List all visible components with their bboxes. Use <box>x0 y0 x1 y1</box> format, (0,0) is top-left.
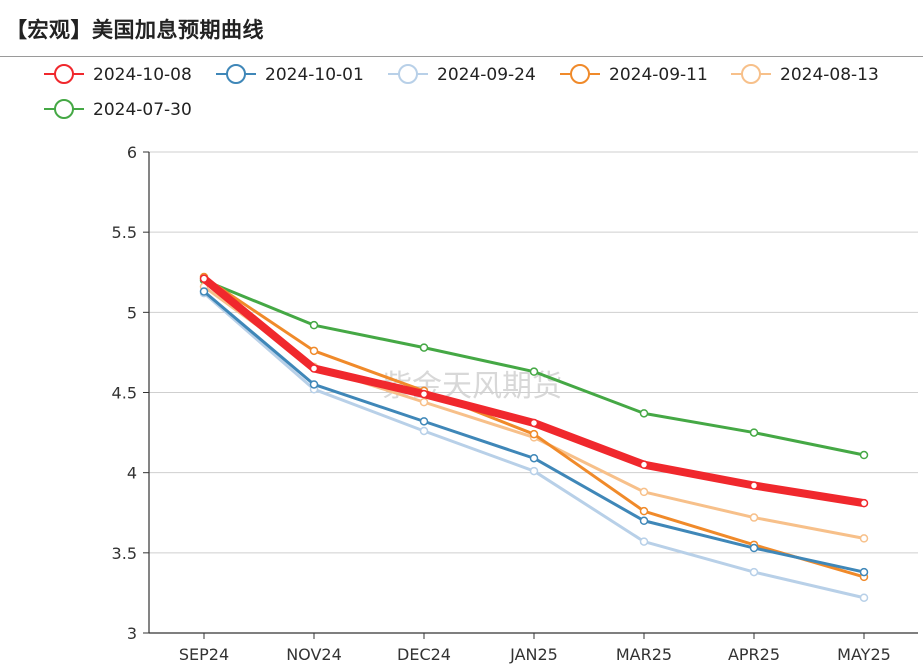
data-point[interactable] <box>199 274 209 283</box>
y-tick-label: 4 <box>127 464 137 483</box>
x-tick-label: MAY25 <box>837 645 891 664</box>
legend-item-2024-10-08[interactable]: 2024-10-08 <box>44 64 192 85</box>
data-point[interactable] <box>749 428 759 437</box>
data-point[interactable] <box>309 320 319 330</box>
data-point[interactable] <box>749 481 759 490</box>
legend: 2024-10-08 2024-10-01 2024-09-24 2024-09-11… <box>44 64 879 120</box>
data-point[interactable] <box>309 364 319 373</box>
data-point[interactable] <box>529 466 539 476</box>
data-point[interactable] <box>419 389 429 399</box>
legend-item-2024-10-01[interactable]: 2024-10-01 <box>216 64 364 85</box>
data-point[interactable] <box>859 498 869 508</box>
data-point[interactable] <box>529 453 539 463</box>
chart-title: 【宏观】美国加息预期曲线 <box>6 18 264 42</box>
legend-swatch-marker <box>398 64 418 84</box>
legend-swatch-marker <box>54 64 74 84</box>
data-point[interactable] <box>859 567 869 577</box>
legend-swatch-marker <box>226 64 246 84</box>
data-point[interactable] <box>859 450 869 460</box>
legend-swatch-marker <box>54 99 74 119</box>
data-point[interactable] <box>749 567 759 577</box>
data-point[interactable] <box>419 417 429 426</box>
series-lines <box>199 272 869 602</box>
y-tick-label: 3.5 <box>112 544 137 563</box>
legend-swatch-marker <box>741 64 761 84</box>
data-point[interactable] <box>639 506 649 516</box>
legend-item-2024-09-24[interactable]: 2024-09-24 <box>388 64 536 85</box>
series-line-2024-09-24 <box>202 291 866 600</box>
data-point[interactable] <box>859 534 869 543</box>
data-point[interactable] <box>639 537 649 546</box>
y-tick-label: 6 <box>127 143 137 162</box>
legend-swatch-marker <box>570 64 590 84</box>
grid-lines <box>149 151 918 554</box>
data-point[interactable] <box>419 397 429 407</box>
data-point[interactable] <box>639 460 649 469</box>
data-point[interactable] <box>419 426 429 436</box>
data-point[interactable] <box>419 343 429 352</box>
legend-label: 2024-08-13 <box>780 65 879 85</box>
legend-label: 2024-09-11 <box>609 65 708 85</box>
legend-label: 2024-07-30 <box>93 100 192 120</box>
legend-item-2024-09-11[interactable]: 2024-09-11 <box>560 64 708 85</box>
y-tick-label: 3 <box>127 624 137 643</box>
y-tick-label: 5.5 <box>112 223 137 242</box>
legend-label: 2024-10-08 <box>93 65 192 85</box>
x-tick-label: JAN25 <box>509 645 558 664</box>
x-tick-label: SEP24 <box>179 645 229 664</box>
data-point[interactable] <box>309 380 319 389</box>
legend-item-2024-08-13[interactable]: 2024-08-13 <box>731 64 879 85</box>
y-tick-label: 5 <box>127 303 137 322</box>
x-tick-label: APR25 <box>728 645 780 664</box>
title-divider <box>0 56 923 57</box>
data-point[interactable] <box>639 516 649 526</box>
legend-item-2024-07-30[interactable]: 2024-07-30 <box>44 99 192 120</box>
y-tick-label: 4.5 <box>112 384 137 403</box>
data-point[interactable] <box>309 346 319 356</box>
series-line-2024-08-13 <box>202 285 866 540</box>
data-point[interactable] <box>749 513 759 522</box>
data-point[interactable] <box>859 593 869 602</box>
data-point[interactable] <box>749 543 759 553</box>
x-tick-label: NOV24 <box>286 645 342 664</box>
data-point[interactable] <box>639 409 649 418</box>
data-point[interactable] <box>529 418 539 428</box>
data-point[interactable] <box>529 367 539 376</box>
legend-label: 2024-10-01 <box>265 65 364 85</box>
data-point[interactable] <box>529 429 539 439</box>
data-point[interactable] <box>199 287 209 296</box>
x-tick-label: MAR25 <box>616 645 672 664</box>
data-point[interactable] <box>639 487 649 497</box>
legend-label: 2024-09-24 <box>437 65 536 85</box>
x-tick-label: DEC24 <box>397 645 451 664</box>
axes: 3 3.5 4 4.5 5 5.5 6 SEP24 NOV24 DEC24 JAN25 MAR25 AP… <box>112 143 918 664</box>
